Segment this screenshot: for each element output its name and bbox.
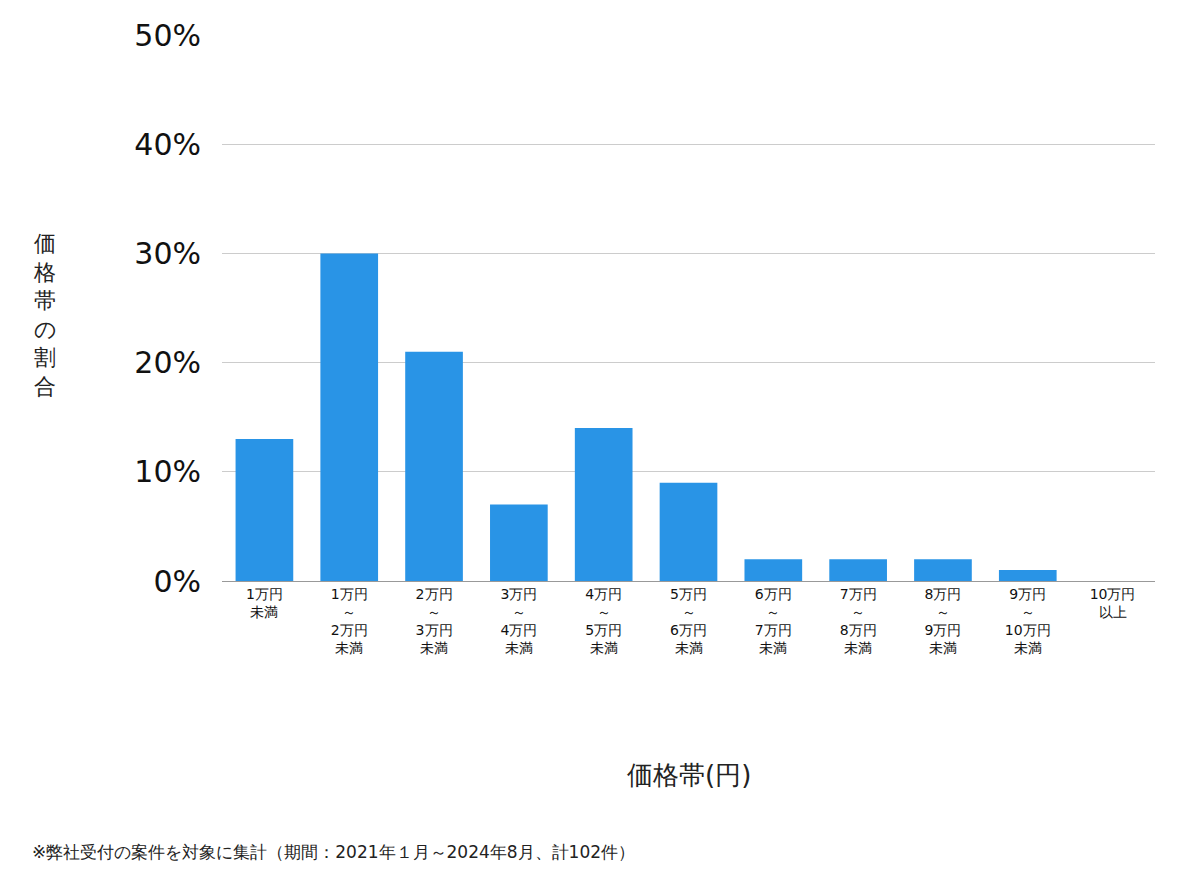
- svg-text:9万円～10万円未満: 9万円～10万円未満: [1005, 586, 1051, 657]
- svg-text:0%: 0%: [153, 564, 201, 599]
- svg-text:1万円～2万円未満: 1万円～2万円未満: [331, 586, 368, 657]
- svg-text:価格帯(円): 価格帯(円): [627, 760, 751, 790]
- svg-text:価格帯の割合: 価格帯の割合: [33, 231, 57, 399]
- svg-text:5万円～6万円未満: 5万円～6万円未満: [670, 586, 707, 657]
- svg-text:50%: 50%: [134, 18, 201, 53]
- svg-text:7万円～8万円未満: 7万円～8万円未満: [840, 586, 877, 657]
- svg-text:2万円～3万円未満: 2万円～3万円未満: [416, 586, 453, 657]
- svg-text:20%: 20%: [134, 345, 201, 380]
- svg-text:1万円未満: 1万円未満: [246, 586, 283, 620]
- svg-text:4万円～5万円未満: 4万円～5万円未満: [585, 586, 622, 657]
- svg-text:8万円～9万円未満: 8万円～9万円未満: [924, 586, 961, 657]
- svg-text:10万円以上: 10万円以上: [1090, 586, 1136, 620]
- svg-text:6万円～7万円未満: 6万円～7万円未満: [755, 586, 792, 657]
- svg-text:※弊社受付の案件を対象に集計（期間：2021年１月～2024: ※弊社受付の案件を対象に集計（期間：2021年１月～2024年8月、計102件）: [32, 842, 635, 862]
- svg-text:3万円～4万円未満: 3万円～4万円未満: [500, 586, 537, 657]
- svg-text:30%: 30%: [134, 236, 201, 271]
- svg-text:40%: 40%: [134, 127, 201, 162]
- svg-text:10%: 10%: [134, 454, 201, 489]
